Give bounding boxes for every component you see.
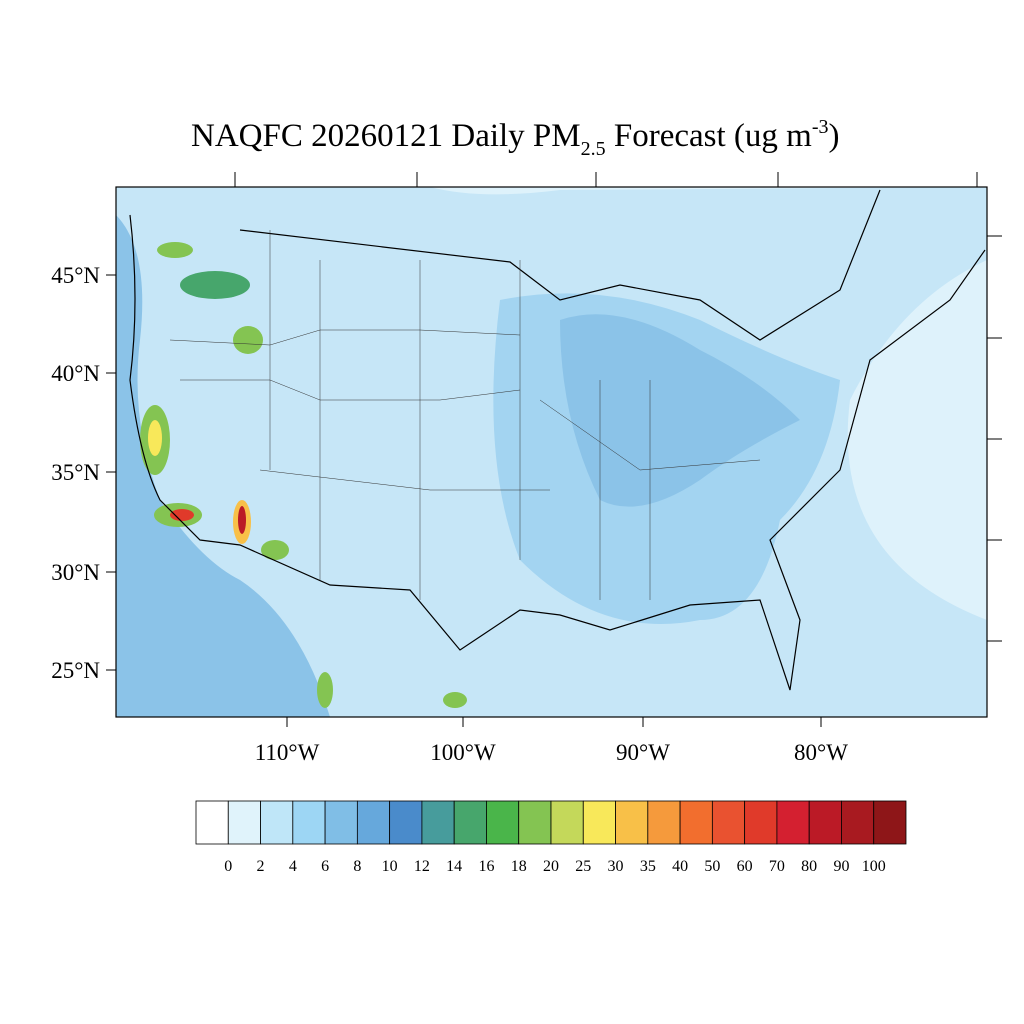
colorbar-label: 25 [575, 858, 591, 875]
colorbar-label: 100 [862, 858, 886, 875]
colorbar-label: 50 [704, 858, 720, 875]
lat-label: 45°N [51, 263, 100, 288]
colorbar-label: 40 [672, 858, 688, 875]
colorbar-label: 18 [511, 858, 527, 875]
color-swatch [550, 800, 584, 845]
title: NAQFC 20260121 Daily PM2.5 Forecast (ug … [191, 116, 840, 160]
colorbar-label: 6 [321, 858, 329, 875]
color-swatch [873, 800, 907, 845]
colorbar-label: 70 [769, 858, 785, 875]
colorbar-label: 16 [478, 858, 494, 875]
lat-label: 25°N [51, 658, 100, 683]
hotspot [157, 242, 193, 258]
title-main: NAQFC 20260121 Daily PM [191, 118, 581, 154]
colorbar-label: 10 [382, 858, 398, 875]
color-swatch [647, 800, 681, 845]
title-middle: Forecast (ug m [606, 118, 813, 154]
color-swatch [518, 800, 552, 845]
color-swatch [421, 800, 455, 845]
color-swatch [841, 800, 875, 845]
clean-region [880, 410, 930, 470]
coastal-region [116, 215, 330, 717]
lon-label: 90°W [616, 740, 670, 765]
hotspot [238, 506, 246, 534]
hotspot [170, 509, 194, 521]
colorbar-label: 8 [353, 858, 361, 875]
color-swatch [582, 800, 616, 845]
color-swatch [679, 800, 713, 845]
color-swatch [808, 800, 842, 845]
colorbar-label: 80 [801, 858, 817, 875]
color-swatch [292, 800, 326, 845]
colorbar-label: 30 [608, 858, 624, 875]
hotspot [443, 692, 467, 708]
lat-label: 35°N [51, 460, 100, 485]
axis-ticks [106, 172, 1002, 727]
title-end: ) [829, 118, 840, 154]
color-swatch [195, 800, 229, 845]
map-frame [115, 186, 988, 718]
colorbar-label: 60 [737, 858, 753, 875]
colorbar-label: 14 [446, 858, 462, 875]
color-swatch [486, 800, 520, 845]
lon-label: 110°W [255, 740, 320, 765]
hotspot [261, 540, 289, 560]
color-swatch [453, 800, 487, 845]
coastline [129, 189, 986, 691]
moderate-region [560, 314, 800, 507]
hotspot [317, 672, 333, 708]
hotspot [180, 271, 250, 299]
color-swatch [711, 800, 746, 845]
hotspot [233, 326, 263, 354]
colorbar-label: 90 [833, 858, 849, 875]
axis-labels: 45°N 40°N 35°N 30°N 25°N 110°W 100°W 90°W 80°W [51, 263, 848, 765]
lon-label: 80°W [794, 740, 848, 765]
color-swatch [389, 800, 423, 845]
hotspot [148, 420, 162, 456]
title-subscript: 2.5 [581, 138, 606, 160]
title-superscript: -3 [812, 116, 829, 138]
color-swatch [744, 800, 778, 845]
colorbar: 0 2 4 6 8 10 12 14 16 18 20 25 30 35 40 50 60 70 80 90 100 [195, 800, 907, 875]
color-swatch [776, 800, 810, 845]
map [106, 172, 1002, 727]
color-swatch [227, 800, 261, 845]
color-swatch [260, 800, 294, 845]
lat-label: 40°N [51, 361, 100, 386]
colorbar-label: 0 [224, 858, 232, 875]
color-swatch [356, 800, 391, 845]
color-swatch [324, 800, 358, 845]
colorbar-label: 4 [289, 858, 297, 875]
color-swatch [615, 800, 649, 845]
colorbar-label: 20 [543, 858, 559, 875]
colorbar-label: 35 [640, 858, 656, 875]
colorbar-label: 2 [257, 858, 265, 875]
colorbar-label: 12 [414, 858, 430, 875]
lat-label: 30°N [51, 560, 100, 585]
state-borders [169, 230, 761, 600]
lon-label: 100°W [430, 740, 496, 765]
